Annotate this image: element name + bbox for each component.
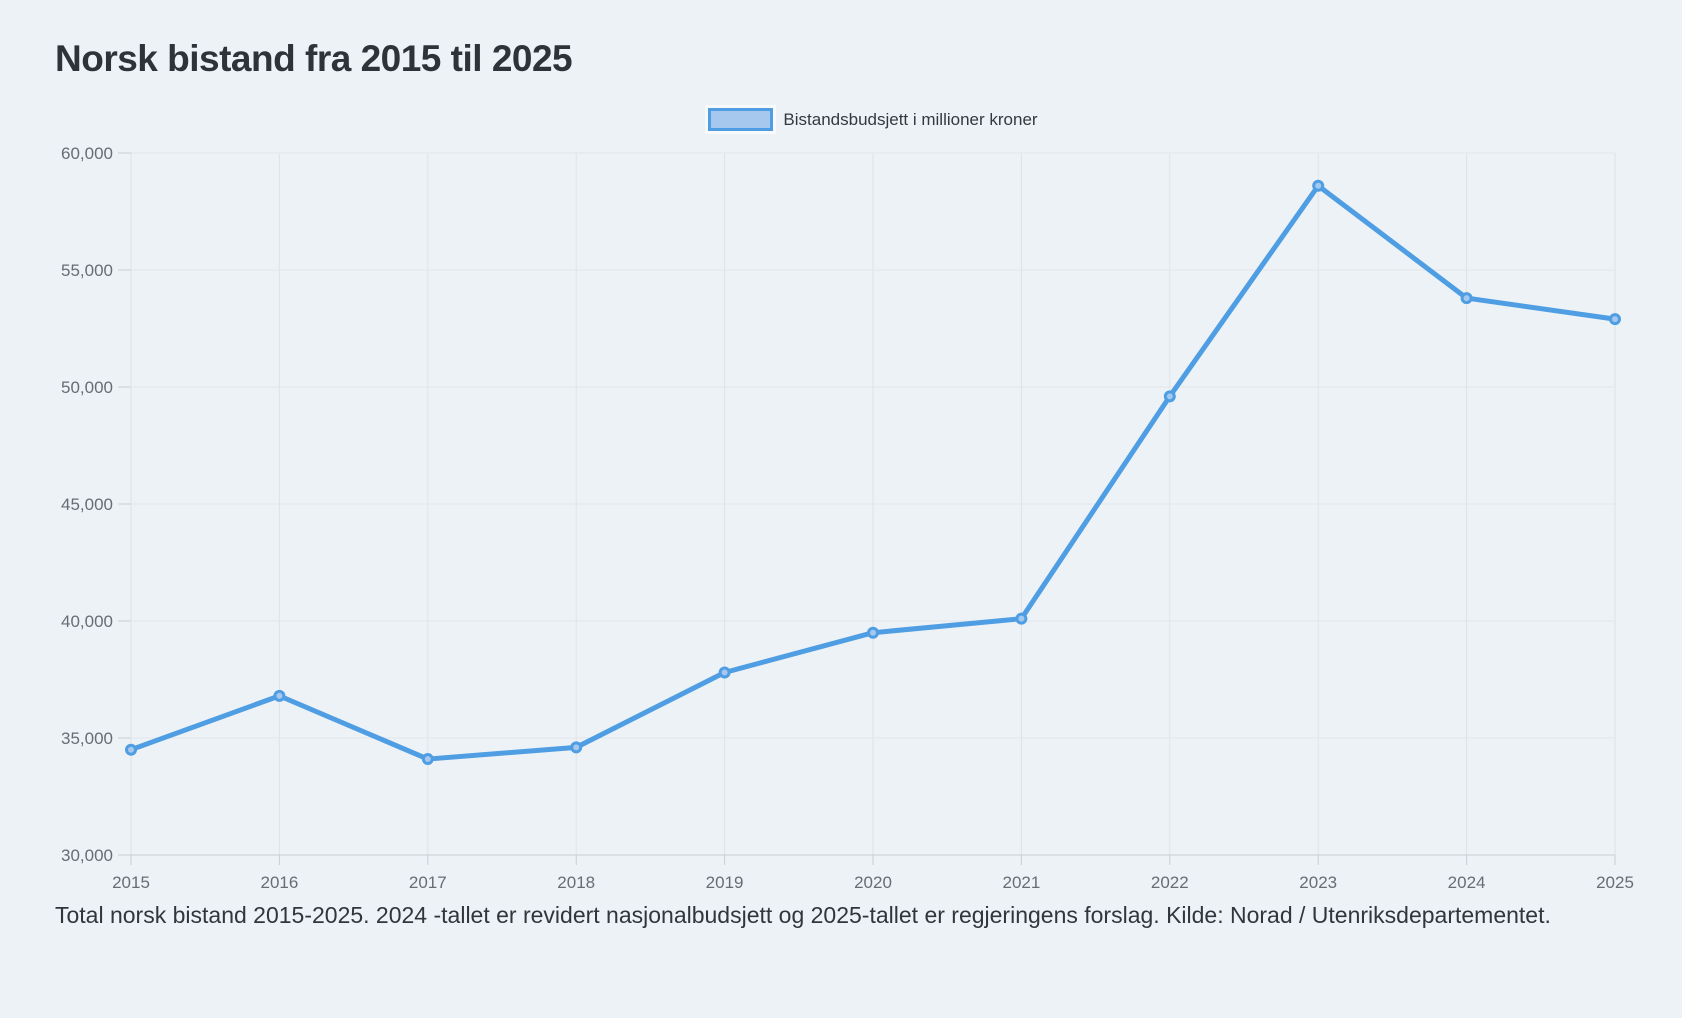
x-axis-label: 2016 [260,873,298,892]
y-axis-label: 35,000 [61,729,113,748]
chart-caption: Total norsk bistand 2015-2025. 2024 -tal… [55,902,1551,928]
x-axis-label: 2025 [1596,873,1634,892]
x-axis-label: 2024 [1448,873,1486,892]
x-axis-label: 2019 [706,873,744,892]
legend-item[interactable]: Bistandsbudsjett i millioner kroner [708,108,1038,131]
x-axis-label: 2017 [409,873,447,892]
data-point-marker [421,753,434,766]
legend: Bistandsbudsjett i millioner kroner [131,108,1615,131]
data-point-marker [867,626,879,639]
data-point-marker [1609,313,1621,326]
data-point-marker [1015,612,1028,625]
data-point-marker [273,689,286,702]
data-point-marker [1460,292,1473,305]
data-point-marker [570,741,583,754]
x-axis-label: 2022 [1151,873,1189,892]
y-axis-label: 50,000 [61,378,113,397]
data-point-marker [125,743,137,756]
y-axis-label: 60,000 [61,144,113,163]
x-axis-label: 2020 [854,873,892,892]
data-point-marker [1312,179,1325,192]
y-axis-label: 40,000 [61,612,113,631]
legend-swatch-icon [708,108,774,131]
x-axis-label: 2015 [112,873,150,892]
data-point-marker [718,666,731,679]
y-axis-label: 30,000 [61,846,113,865]
y-axis-label: 45,000 [61,495,113,514]
data-point-marker [1163,390,1176,403]
legend-label: Bistandsbudsjett i millioner kroner [783,109,1038,129]
x-axis-label: 2023 [1299,873,1337,892]
y-axis-label: 55,000 [61,261,113,280]
x-axis-label: 2021 [1002,873,1040,892]
chart-title: Norsk bistand fra 2015 til 2025 [55,38,573,79]
x-axis-label: 2018 [557,873,595,892]
